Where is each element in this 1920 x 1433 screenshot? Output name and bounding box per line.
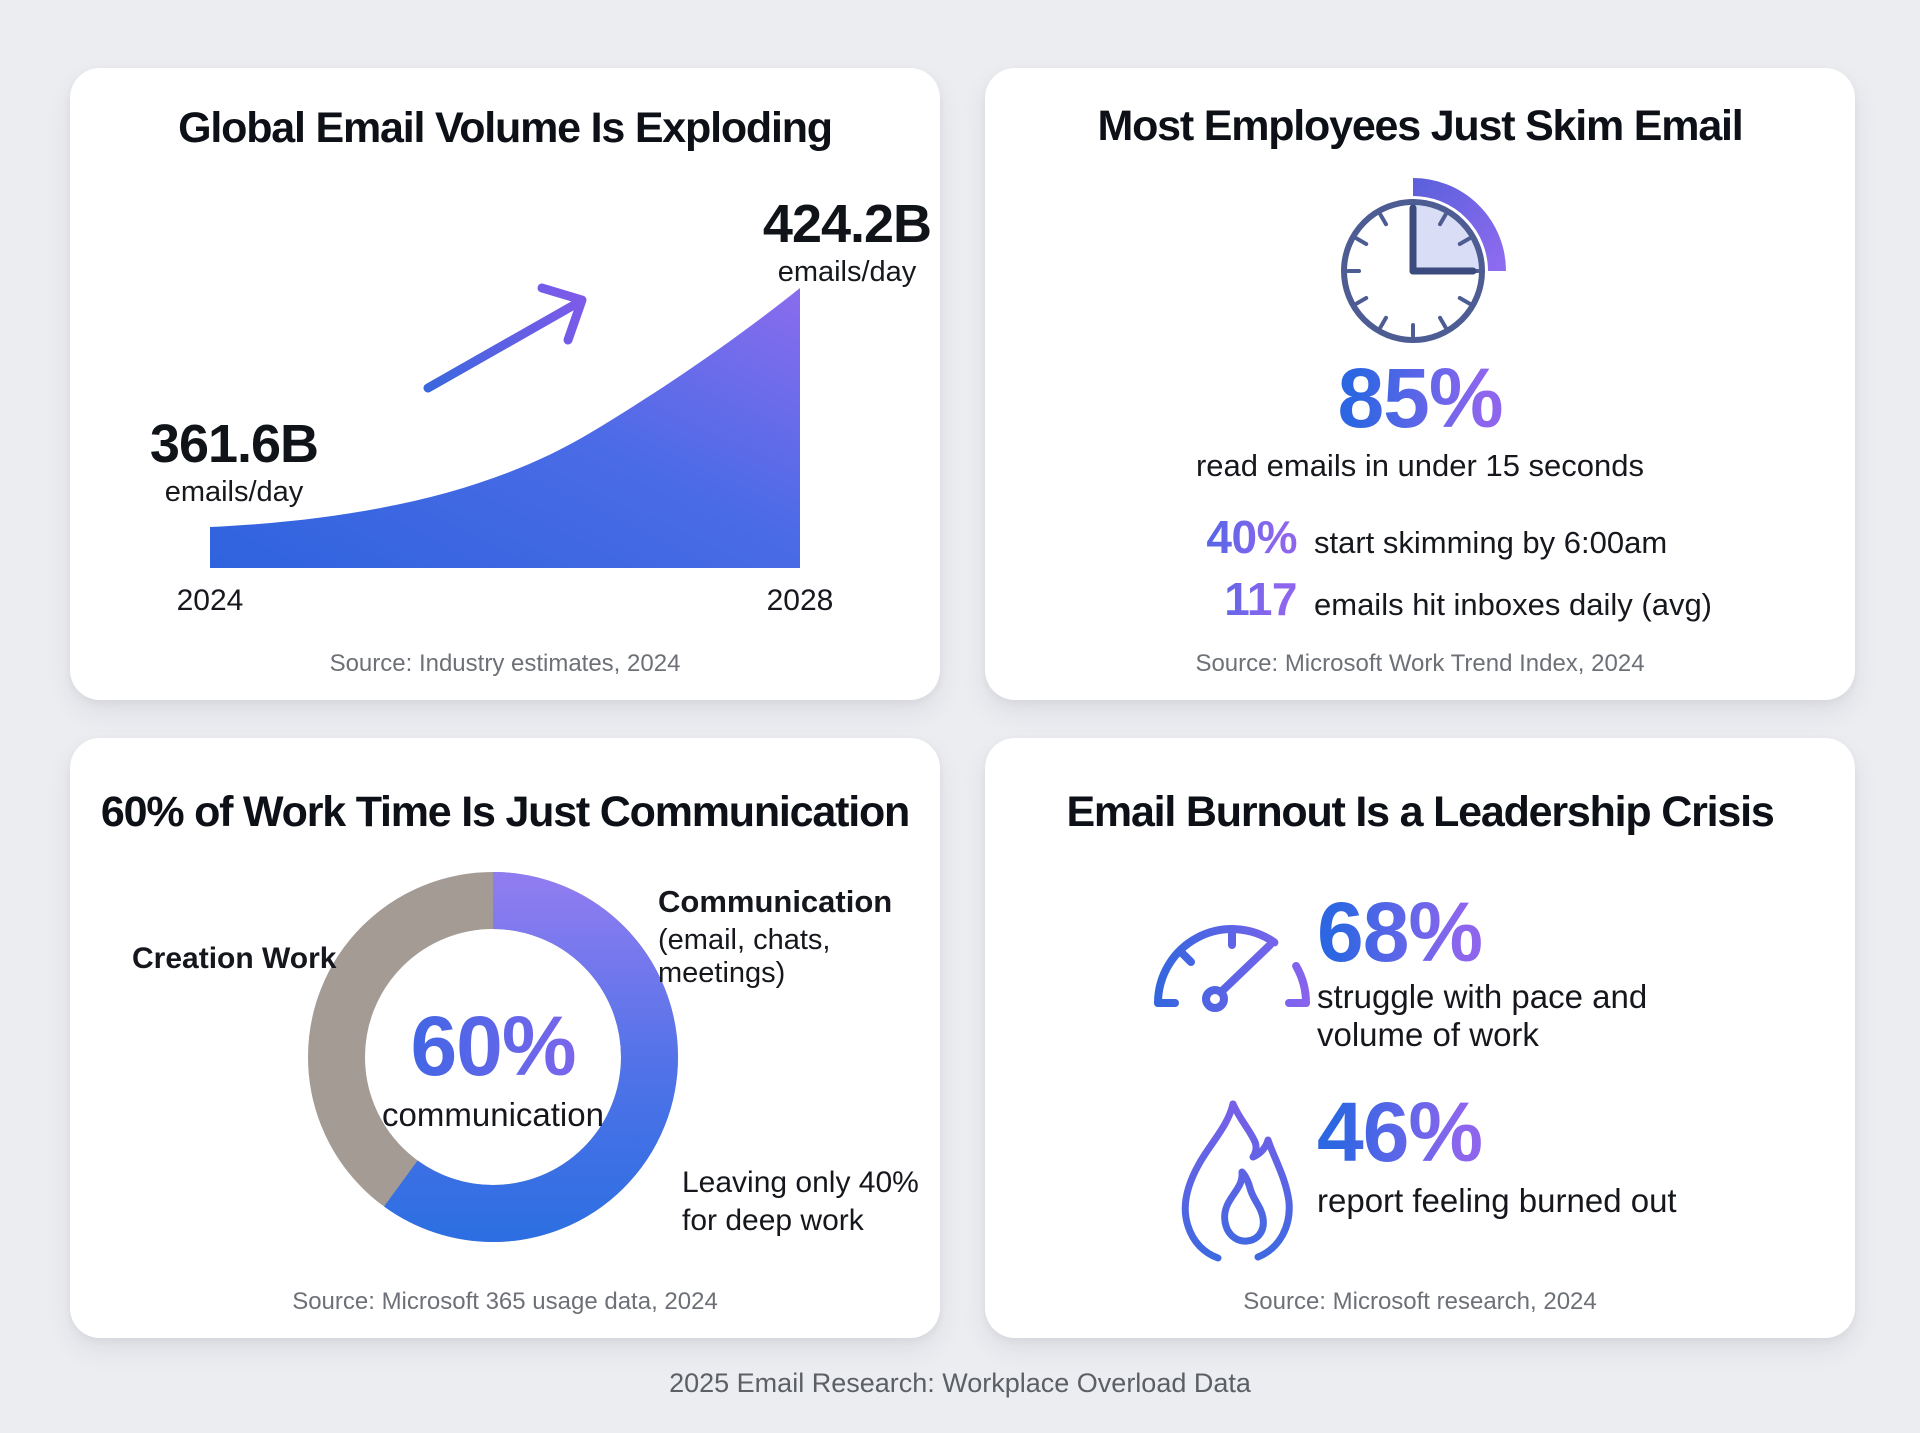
card-communication-title: 60% of Work Time Is Just Communication: [100, 788, 910, 836]
card-email-burnout-source: Source: Microsoft research, 2024: [1243, 1288, 1597, 1315]
burnout-stat-label-2: report feeling burned out: [1317, 1182, 1677, 1219]
skim-stat-rows: 40% start skimming by 6:00am 117 emails …: [1135, 510, 1755, 634]
card-skim-email: Most Employees Just Skim Email: [985, 68, 1855, 700]
stat-row: 117 emails hit inboxes daily (avg): [1135, 572, 1755, 625]
donut-center-stat: 60% communication: [308, 1004, 678, 1134]
gauge-icon: [1154, 925, 1311, 1012]
flame-icon: [1181, 1100, 1293, 1262]
x-axis-label-2024: 2024: [176, 584, 244, 617]
label-creation-work: Creation Work: [132, 942, 337, 975]
clock-icon: [1341, 178, 1506, 343]
card-skim-email-source: Source: Microsoft Work Trend Index, 2024: [1195, 650, 1645, 677]
start-value-stat: 361.6B emails/day: [74, 416, 394, 509]
card-email-volume: Global Email Volume Is Exploding: [70, 68, 940, 700]
card-communication-source: Source: Microsoft 365 usage data, 2024: [292, 1288, 718, 1315]
label-communication: Communication (email, chats, meetings): [658, 884, 940, 990]
card-email-volume-source: Source: Industry estimates, 2024: [329, 650, 681, 677]
label-communication-sub: (email, chats, meetings): [658, 924, 831, 989]
donut-segment-communication: [308, 872, 678, 1242]
stat-value: 117: [1135, 572, 1297, 626]
skim-big-label: read emails in under 15 seconds: [1195, 448, 1645, 483]
x-axis-label-2028: 2028: [766, 584, 834, 617]
email-volume-area-chart: [210, 288, 800, 568]
stat-value: 40%: [1135, 510, 1297, 564]
stat-label: emails hit inboxes daily (avg): [1314, 587, 1713, 622]
card-email-volume-title: Global Email Volume Is Exploding: [178, 104, 833, 152]
stat-label: start skimming by 6:00am: [1314, 525, 1668, 560]
card-communication-time: 60% of Work Time Is Just Communication 6…: [70, 738, 940, 1338]
card-email-burnout-title: Email Burnout Is a Leadership Crisis: [1066, 788, 1774, 836]
burnout-stat-value-1: 68%: [1317, 885, 1483, 979]
start-value: 361.6B: [149, 414, 319, 474]
area-series-path: [210, 288, 800, 568]
card-email-burnout: Email Burnout Is a Leadership Crisis 68%: [985, 738, 1855, 1338]
skim-big-value: 85%: [1337, 351, 1503, 445]
donut-center-value: 60%: [308, 1004, 678, 1088]
donut-center-label: communication: [382, 1096, 604, 1133]
label-communication-main: Communication: [658, 884, 893, 919]
stat-row: 40% start skimming by 6:00am: [1135, 510, 1755, 563]
end-value-unit: emails/day: [777, 255, 917, 288]
label-deep-work-note: Leaving only 40% for deep work: [682, 1166, 919, 1237]
burnout-stat-value-2: 46%: [1317, 1085, 1483, 1179]
communication-donut-chart: [308, 872, 678, 1242]
end-value-stat: 424.2B emails/day: [687, 196, 1007, 289]
clock-hands: [1409, 204, 1477, 275]
end-value: 424.2B: [762, 194, 932, 254]
burnout-stat-label-1: struggle with pace and volume of work: [1317, 978, 1648, 1054]
card-skim-email-title: Most Employees Just Skim Email: [1097, 102, 1743, 150]
page-footer: 2025 Email Research: Workplace Overload …: [669, 1368, 1251, 1398]
start-value-unit: emails/day: [164, 475, 304, 508]
